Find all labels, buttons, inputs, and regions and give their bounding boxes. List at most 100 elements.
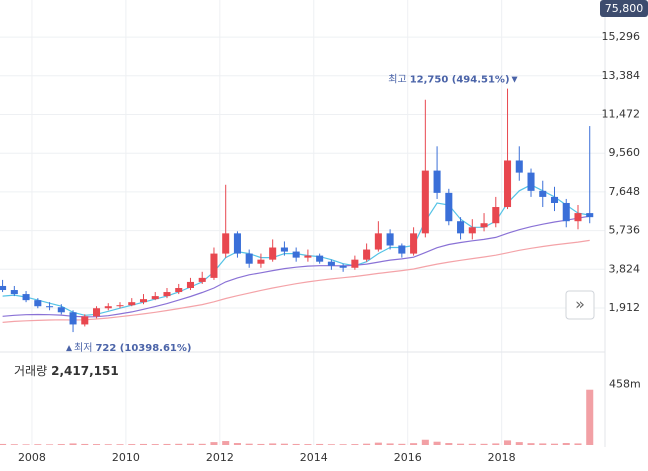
volume-bar xyxy=(46,444,54,445)
candle-body xyxy=(186,281,194,288)
x-tick-label: 2018 xyxy=(488,451,516,464)
volume-bar xyxy=(316,443,324,445)
candle-body xyxy=(492,207,500,224)
candle-body xyxy=(363,249,371,260)
volume-current: 2,417,151 xyxy=(51,364,119,378)
volume-bar xyxy=(222,441,230,445)
candle-body xyxy=(245,253,253,264)
volume-bar xyxy=(468,443,476,445)
volume-bar xyxy=(0,443,7,445)
volume-bar xyxy=(186,443,194,445)
volume-bar xyxy=(586,389,594,445)
candle-body xyxy=(574,213,582,222)
candle-body xyxy=(0,285,7,291)
scroll-button-box[interactable] xyxy=(565,290,595,320)
volume-bar xyxy=(574,443,582,445)
candle-body xyxy=(10,290,18,295)
volume-bar xyxy=(504,440,512,445)
candle-body xyxy=(351,259,359,268)
candle-body xyxy=(128,302,136,306)
volume-bar xyxy=(386,443,394,445)
candle-body xyxy=(562,202,570,222)
y-tick-label: 15,296 xyxy=(602,30,641,43)
volume-bar xyxy=(363,443,371,445)
volume-bar xyxy=(93,444,101,445)
candle-body xyxy=(163,292,171,297)
candle-body xyxy=(398,245,406,254)
candle-body xyxy=(539,190,547,197)
moving-average-line xyxy=(2,239,590,323)
candle-body xyxy=(175,287,183,293)
candle-body xyxy=(93,308,101,317)
volume-bar xyxy=(198,443,206,445)
candle-body xyxy=(433,170,441,193)
x-tick-label: 2012 xyxy=(206,451,234,464)
min-annotation: 최저 722 (10398.61%) xyxy=(74,342,191,354)
candle-body xyxy=(210,253,218,278)
candle-body xyxy=(22,294,30,301)
y-tick-label: 13,384 xyxy=(602,69,641,82)
volume-bar xyxy=(492,443,500,445)
volume-bar xyxy=(10,444,18,445)
volume-bar xyxy=(550,443,559,445)
volume-title: 거래량 2,417,151 xyxy=(14,364,119,378)
candle-body xyxy=(339,265,347,268)
candle-body xyxy=(222,233,230,254)
candle-body xyxy=(46,306,54,308)
candle-body xyxy=(410,233,418,254)
min-annotation-text: 722 (10398.61%) xyxy=(95,343,191,354)
candle-body xyxy=(445,192,453,222)
candle-body xyxy=(527,172,535,191)
candle-body xyxy=(374,233,382,250)
volume-bar xyxy=(22,444,30,445)
x-tick-label: 2016 xyxy=(394,451,422,464)
candle-body xyxy=(34,300,42,307)
max-annotation-label: 최고 xyxy=(388,74,406,86)
candle-body xyxy=(504,160,512,208)
x-tick-label: 2008 xyxy=(18,451,46,464)
volume-bar xyxy=(339,444,347,445)
volume-bar xyxy=(233,443,241,445)
volume-bar xyxy=(480,443,488,445)
candle-body xyxy=(104,306,112,309)
scroll-button-icon[interactable]: » xyxy=(575,295,585,314)
x-tick-label: 2014 xyxy=(300,451,328,464)
candle-body xyxy=(468,227,476,234)
volume-bar xyxy=(257,443,265,445)
moving-average-line xyxy=(2,215,590,318)
volume-bar xyxy=(445,443,453,445)
volume-bar xyxy=(351,444,359,445)
volume-bar xyxy=(104,444,112,445)
candle-body xyxy=(81,316,89,325)
y-tick-label: 9,560 xyxy=(609,146,641,159)
candle-body xyxy=(304,255,312,258)
volume-tick-label: 458m xyxy=(609,378,641,391)
volume-bar xyxy=(34,444,42,445)
volume-bar xyxy=(280,443,288,445)
volume-bar xyxy=(292,443,300,445)
candle-body xyxy=(480,223,488,228)
scroll-button[interactable]: » xyxy=(565,290,595,320)
candle-body xyxy=(233,233,241,254)
candle-body xyxy=(269,247,277,260)
candle-body xyxy=(151,296,159,300)
volume-bar xyxy=(81,443,89,445)
candle-body xyxy=(515,160,523,173)
volume-label: 거래량 xyxy=(14,364,47,378)
volume-bar xyxy=(245,443,253,445)
volume-bar xyxy=(128,444,136,445)
max-marker xyxy=(511,76,518,83)
candle-body xyxy=(550,196,559,203)
volume-bar xyxy=(304,444,312,445)
volume-bar xyxy=(433,441,441,445)
volume-bar xyxy=(562,443,570,445)
volume-bar xyxy=(269,443,277,445)
candle-body xyxy=(116,305,124,307)
volume-bar xyxy=(327,444,335,445)
candle-body xyxy=(586,213,594,218)
y-tick-label: 7,648 xyxy=(609,185,641,198)
candle-body xyxy=(421,170,429,234)
candle-body xyxy=(198,277,206,282)
candle-body xyxy=(327,261,335,266)
volume-bar xyxy=(421,439,429,445)
